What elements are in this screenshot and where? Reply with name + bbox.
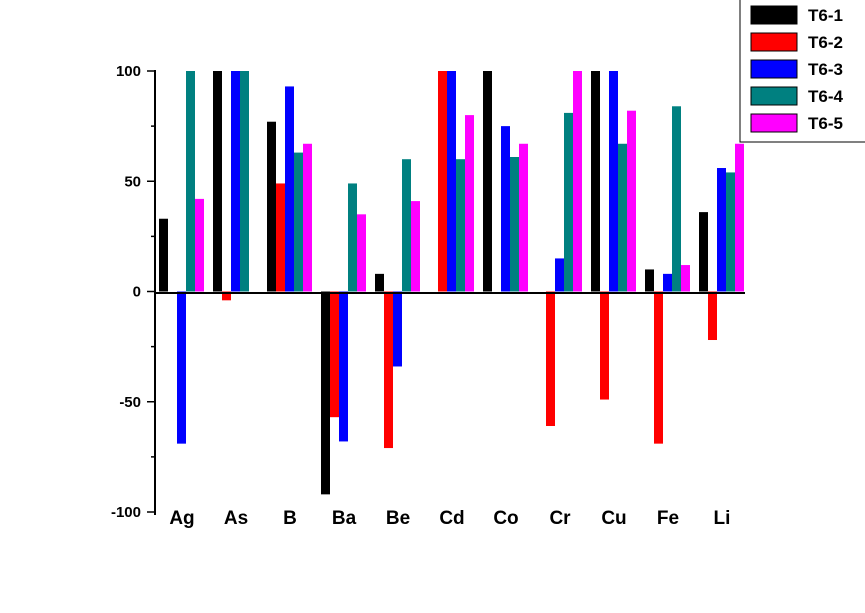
bar-li-t6-3 bbox=[717, 168, 726, 292]
bar-ba-t6-4 bbox=[348, 183, 357, 292]
x-tick-label: Be bbox=[386, 508, 410, 529]
bar-b-t6-5 bbox=[303, 143, 312, 292]
legend-label-t6-3: T6-3 bbox=[808, 60, 843, 79]
bar-cu-t6-5 bbox=[627, 110, 636, 292]
legend-swatch-t6-1 bbox=[750, 5, 798, 25]
bar-ag-t6-1 bbox=[159, 218, 168, 292]
bar-be-t6-2 bbox=[384, 291, 393, 449]
bar-cd-t6-2 bbox=[438, 71, 447, 292]
bar-b-t6-1 bbox=[267, 121, 276, 292]
bar-group-cd bbox=[438, 71, 474, 292]
legend: T6-1 T6-2 T6-3 T6-4 T6-5 bbox=[739, 0, 865, 143]
y-axis-ticks: -100 -50 0 50 100 bbox=[111, 63, 155, 521]
bar-cr-t6-4 bbox=[564, 112, 573, 292]
bar-ag-t6-5 bbox=[195, 198, 204, 292]
bar-cu-t6-1 bbox=[591, 71, 600, 292]
bar-fe-t6-2 bbox=[654, 291, 663, 444]
x-tick-label: Li bbox=[714, 508, 731, 529]
bar-ba-t6-2 bbox=[330, 291, 339, 418]
legend-swatch-t6-5 bbox=[750, 113, 798, 133]
bar-ag-t6-4 bbox=[186, 71, 195, 292]
legend-label-t6-5: T6-5 bbox=[808, 114, 843, 133]
x-tick-label: Ba bbox=[332, 508, 357, 529]
bar-as-t6-1 bbox=[213, 71, 222, 292]
bar-cu-t6-3 bbox=[609, 71, 618, 292]
bar-ba-t6-3 bbox=[339, 291, 348, 442]
legend-swatch-t6-4 bbox=[750, 86, 798, 106]
bar-group-as bbox=[213, 71, 249, 301]
bar-cu-t6-2 bbox=[600, 291, 609, 400]
y-tick-label: 100 bbox=[116, 63, 141, 80]
bar-cr-t6-3 bbox=[555, 258, 564, 292]
bar-fe-t6-5 bbox=[681, 265, 690, 292]
bar-cd-t6-4 bbox=[456, 159, 465, 292]
legend-swatch-t6-2 bbox=[750, 32, 798, 52]
bar-be-t6-1 bbox=[375, 273, 384, 292]
bar-be-t6-3 bbox=[393, 291, 402, 367]
bar-group-ba bbox=[321, 183, 366, 495]
bar-co-t6-3 bbox=[501, 126, 510, 292]
y-tick-label: -50 bbox=[119, 394, 141, 411]
x-tick-label: Ag bbox=[169, 508, 194, 529]
x-tick-label: Co bbox=[493, 508, 518, 529]
bar-be-t6-5 bbox=[411, 201, 420, 292]
y-tick-label: 50 bbox=[124, 173, 141, 190]
bar-co-t6-5 bbox=[519, 143, 528, 292]
bar-ag-t6-3 bbox=[177, 291, 186, 444]
bar-fe-t6-4 bbox=[672, 106, 681, 292]
legend-label-t6-1: T6-1 bbox=[808, 6, 843, 25]
bar-ba-t6-5 bbox=[357, 214, 366, 292]
x-tick-label: As bbox=[224, 508, 248, 529]
bars-group bbox=[159, 71, 744, 495]
bar-group-cu bbox=[591, 71, 636, 400]
bar-cu-t6-4 bbox=[618, 143, 627, 292]
legend-swatch-t6-3 bbox=[750, 59, 798, 79]
bar-li-t6-2 bbox=[708, 291, 717, 341]
bar-as-t6-4 bbox=[240, 71, 249, 292]
bar-group-fe bbox=[645, 106, 690, 444]
y-tick-label: -100 bbox=[111, 504, 141, 521]
bar-cr-t6-5 bbox=[573, 71, 582, 292]
bar-li-t6-4 bbox=[726, 172, 735, 292]
x-axis-labels: Ag As B Ba Be Cd Co Cr Cu Fe Li bbox=[169, 508, 730, 529]
bar-as-t6-2 bbox=[222, 291, 231, 301]
bar-b-t6-3 bbox=[285, 86, 294, 292]
x-tick-label: Fe bbox=[657, 508, 679, 529]
bar-group-co bbox=[483, 71, 528, 292]
y-tick-label: 0 bbox=[133, 284, 141, 301]
bar-cd-t6-5 bbox=[465, 115, 474, 292]
bar-b-t6-4 bbox=[294, 152, 303, 292]
bar-group-li bbox=[699, 143, 744, 341]
x-tick-label: Cr bbox=[549, 508, 571, 529]
x-tick-label: B bbox=[283, 508, 297, 529]
bar-li-t6-5 bbox=[735, 143, 744, 292]
bar-co-t6-4 bbox=[510, 156, 519, 292]
bar-fe-t6-3 bbox=[663, 273, 672, 292]
legend-label-t6-4: T6-4 bbox=[808, 87, 844, 106]
bar-b-t6-2 bbox=[276, 183, 285, 292]
x-tick-label: Cd bbox=[439, 508, 464, 529]
bar-cr-t6-2 bbox=[546, 291, 555, 427]
x-tick-label: Cu bbox=[601, 508, 626, 529]
bar-cd-t6-3 bbox=[447, 71, 456, 292]
bar-fe-t6-1 bbox=[645, 269, 654, 292]
bar-group-ag bbox=[159, 71, 204, 444]
bar-ba-t6-1 bbox=[321, 291, 330, 495]
bar-as-t6-3 bbox=[231, 71, 240, 292]
bar-group-b bbox=[267, 86, 312, 292]
bar-be-t6-4 bbox=[402, 159, 411, 292]
bar-co-t6-1 bbox=[483, 71, 492, 292]
bar-li-t6-1 bbox=[699, 212, 708, 292]
bar-group-be bbox=[375, 159, 420, 449]
legend-label-t6-2: T6-2 bbox=[808, 33, 843, 52]
bar-group-cr bbox=[546, 71, 582, 427]
